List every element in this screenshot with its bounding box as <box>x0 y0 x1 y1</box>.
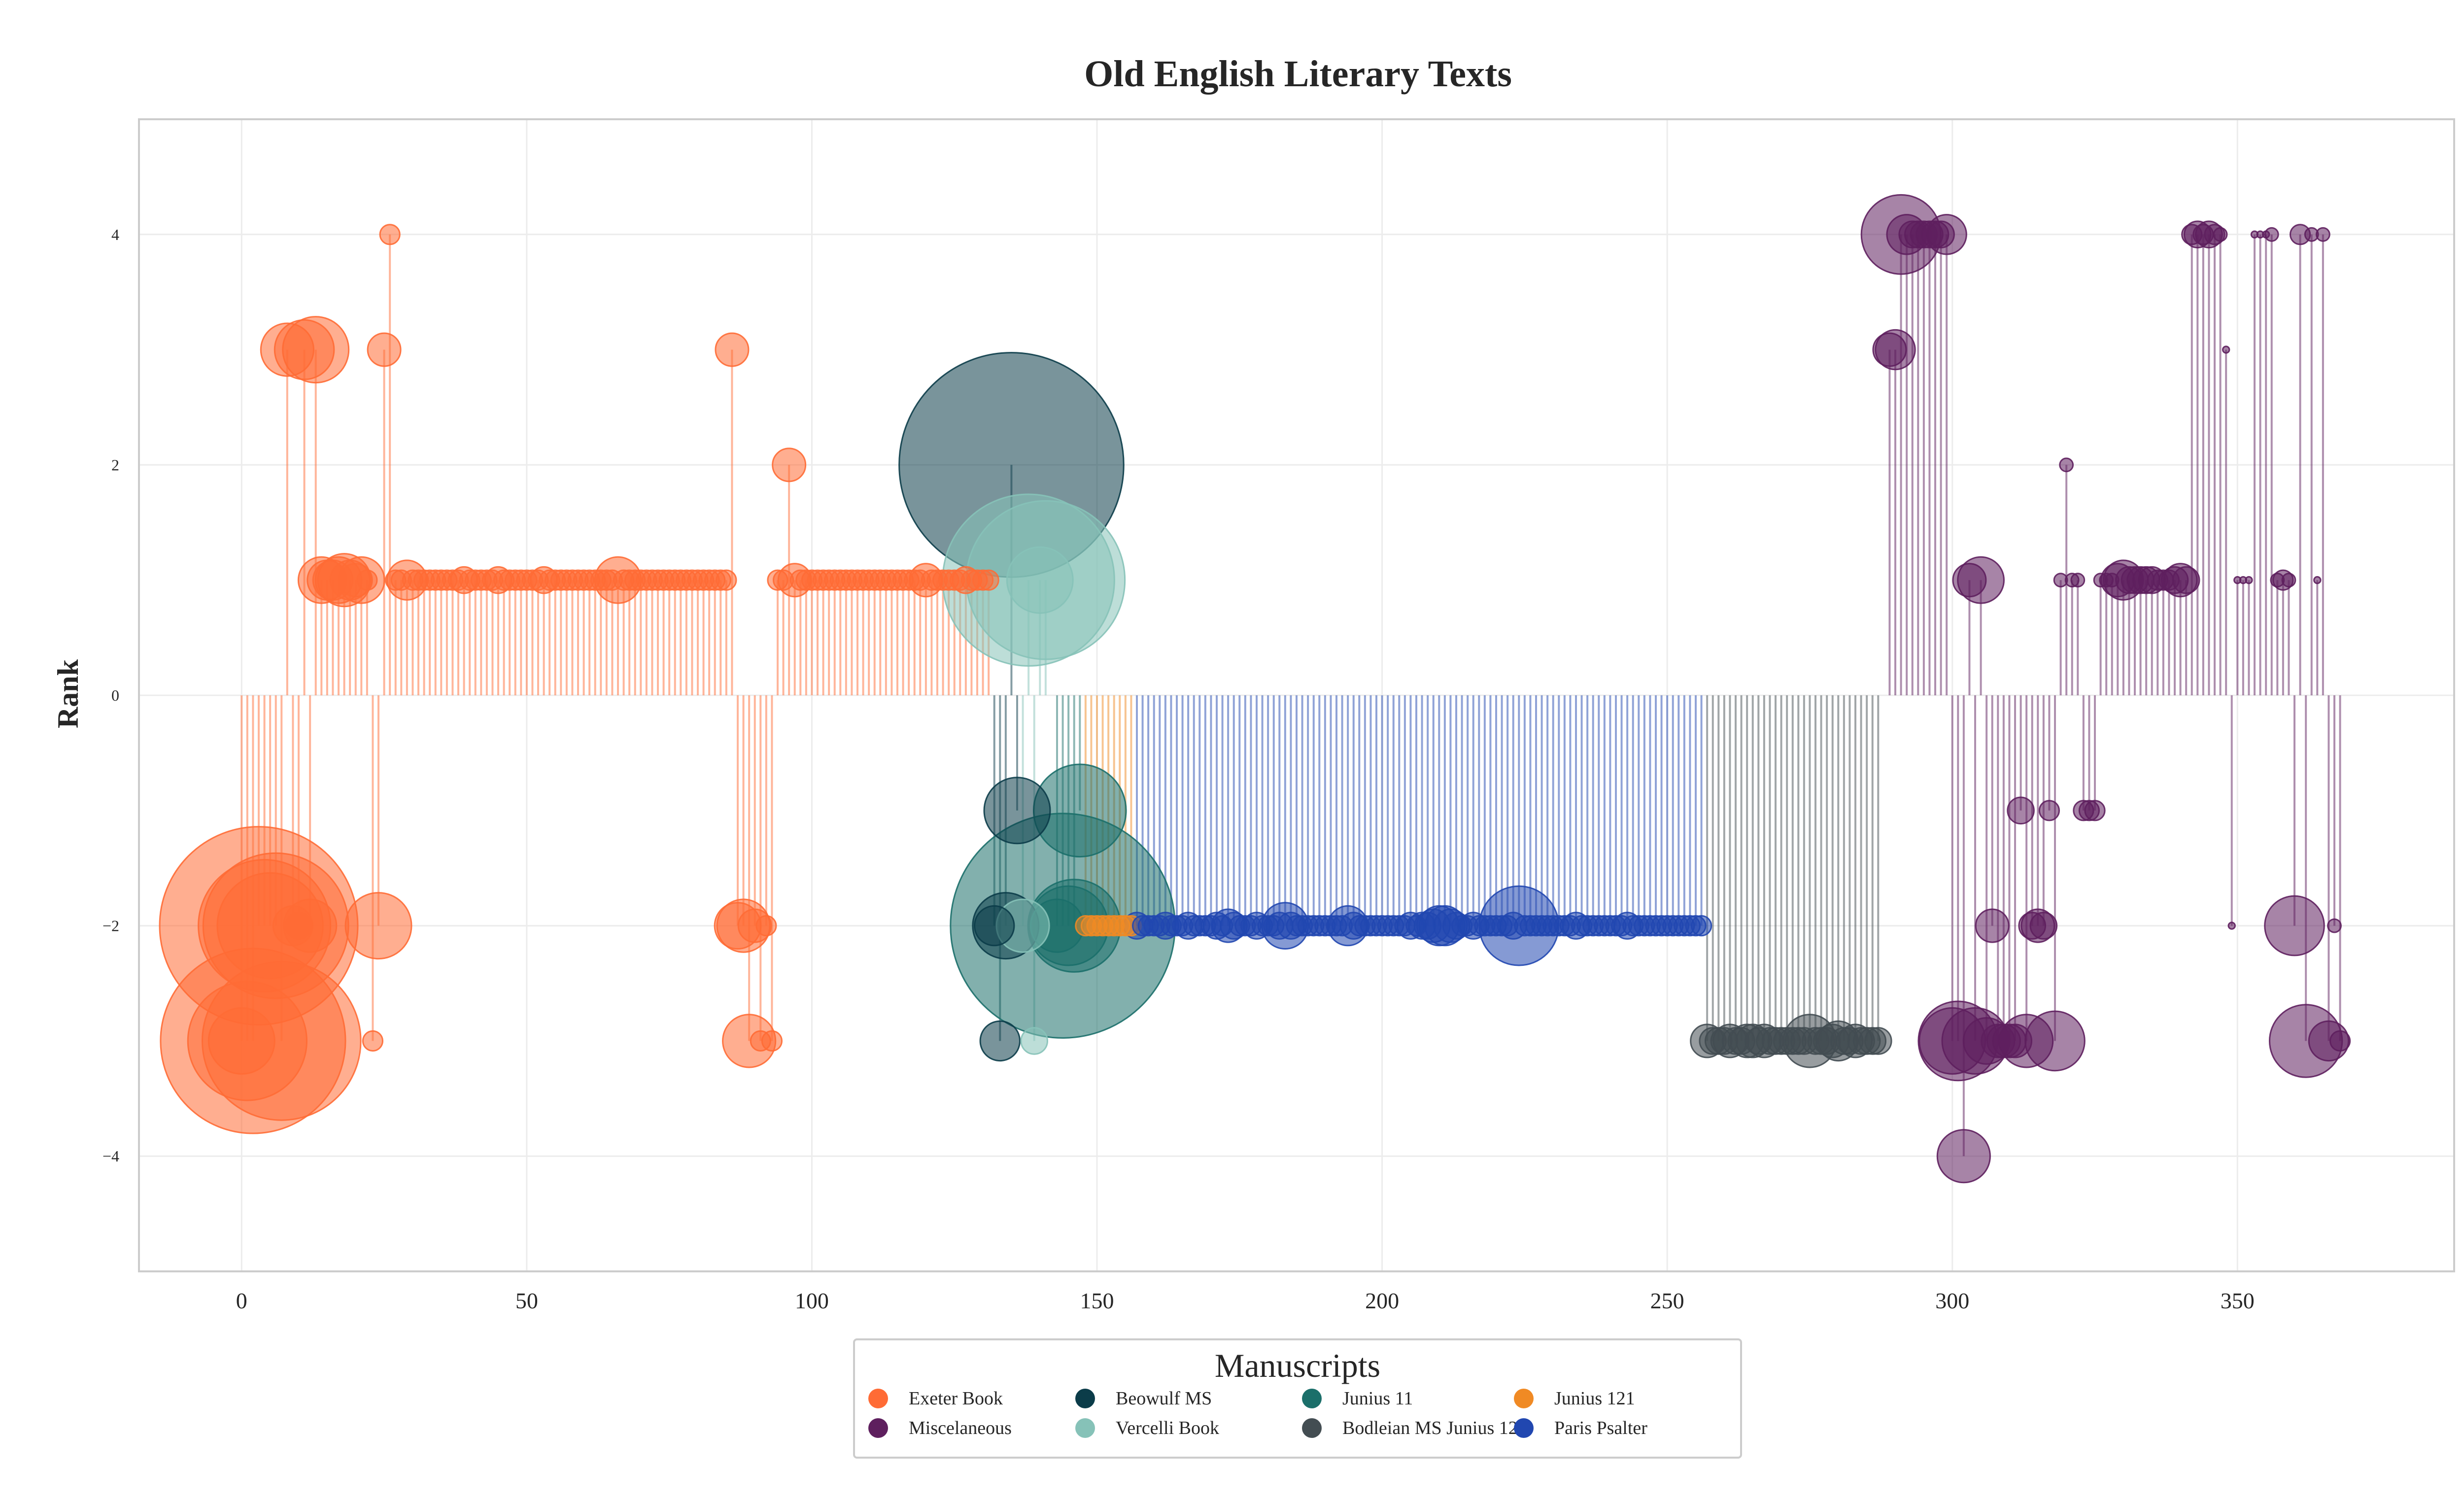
data-point <box>1927 220 1955 249</box>
data-point <box>284 912 313 940</box>
data-point <box>2070 573 2086 588</box>
data-point <box>344 892 412 960</box>
data-point <box>1975 908 2010 943</box>
data-point <box>1936 1129 1991 1184</box>
data-point <box>1006 546 1074 614</box>
legend-entry-label: Miscelaneous <box>909 1418 1012 1438</box>
y-tick-label: 0 <box>111 686 119 704</box>
data-point <box>379 224 401 245</box>
legend-marker <box>1075 1389 1095 1408</box>
legend-entry-label: Bodleian MS Junius 12 <box>1342 1418 1518 1438</box>
legend: Manuscripts Exeter Book Beowulf MS Junius … <box>853 1338 1742 1459</box>
data-point <box>761 1030 783 1052</box>
legend-marker <box>1075 1418 1095 1438</box>
data-point <box>1952 563 1987 598</box>
x-tick-label: 150 <box>1080 1288 1114 1313</box>
data-point <box>715 332 750 367</box>
data-point <box>2264 895 2325 956</box>
legend-marker <box>1302 1418 1322 1438</box>
data-point <box>983 777 1051 845</box>
data-point <box>1872 332 1907 367</box>
y-tick-label: −4 <box>103 1147 119 1165</box>
legend-entries: Exeter Book Beowulf MS Junius 11 Junius 121… <box>868 1388 1647 1438</box>
data-point <box>2104 573 2120 588</box>
data-point <box>2245 576 2253 584</box>
x-tick-label: 350 <box>2221 1288 2255 1313</box>
legend-entry-label: Junius 121 <box>1554 1388 1635 1409</box>
data-point <box>2281 573 2296 588</box>
x-tick-label: 200 <box>1365 1288 1399 1313</box>
data-point <box>2313 576 2322 584</box>
data-point <box>1998 1023 2032 1058</box>
x-tick-label: 50 <box>515 1288 538 1313</box>
data-point <box>1864 1027 1892 1055</box>
plot-frame <box>138 118 2455 1272</box>
legend-title: Manuscripts <box>1215 1347 1380 1384</box>
legend-entry-label: Junius 11 <box>1342 1388 1413 1409</box>
x-tick-label: 0 <box>236 1288 247 1313</box>
legend-entry-label: Vercelli Book <box>1116 1418 1219 1438</box>
data-point <box>260 322 314 377</box>
data-point <box>979 1020 1021 1062</box>
y-axis-label: Rank <box>52 659 84 728</box>
x-tick-label: 300 <box>1935 1288 1969 1313</box>
data-point <box>2315 227 2330 242</box>
data-point <box>207 1007 275 1075</box>
data-point <box>1405 915 1427 937</box>
data-point <box>2213 227 2228 242</box>
data-point <box>2222 345 2230 354</box>
x-axis-ticks: 0 50 100 150 200 250 300 350 <box>236 1288 2255 1313</box>
plot-area <box>138 118 2455 1272</box>
data-point <box>2038 800 2060 821</box>
legend-marker <box>1302 1389 1322 1408</box>
x-tick-label: 100 <box>795 1288 829 1313</box>
data-point <box>2261 230 2270 239</box>
data-point <box>367 332 402 367</box>
data-point <box>2084 800 2106 821</box>
y-tick-label: 4 <box>111 226 119 243</box>
data-point <box>356 569 378 591</box>
legend-entry-label: Paris Psalter <box>1554 1418 1647 1438</box>
data-point <box>1690 915 1712 937</box>
chart-title: Old English Literary Texts <box>1084 53 1512 95</box>
y-axis-ticks: −4 −2 0 2 4 <box>103 226 119 1165</box>
legend-marker <box>868 1389 888 1408</box>
data-point <box>2227 921 2236 930</box>
data-point <box>362 1030 384 1052</box>
data-point <box>2007 796 2035 825</box>
data-point <box>974 905 1015 947</box>
legend-entry-label: Beowulf MS <box>1116 1388 1212 1409</box>
data-point <box>2059 457 2074 473</box>
data-point <box>2029 912 2058 940</box>
data-point <box>2329 1030 2351 1052</box>
data-point <box>2327 918 2342 933</box>
data-point <box>1263 915 1285 937</box>
x-tick-label: 250 <box>1650 1288 1684 1313</box>
legend-marker <box>868 1418 888 1438</box>
legend-marker <box>1514 1418 1534 1438</box>
data-point <box>716 569 737 591</box>
data-point <box>2158 569 2180 591</box>
y-tick-label: −2 <box>103 917 119 935</box>
points-layer <box>159 194 2351 1184</box>
y-tick-label: 2 <box>111 456 119 474</box>
legend-entry-label: Exeter Book <box>909 1388 1003 1409</box>
legend-marker <box>1514 1389 1534 1408</box>
data-point <box>755 915 777 937</box>
data-point <box>1020 1027 1049 1055</box>
data-point <box>978 569 999 591</box>
data-point <box>772 447 807 482</box>
